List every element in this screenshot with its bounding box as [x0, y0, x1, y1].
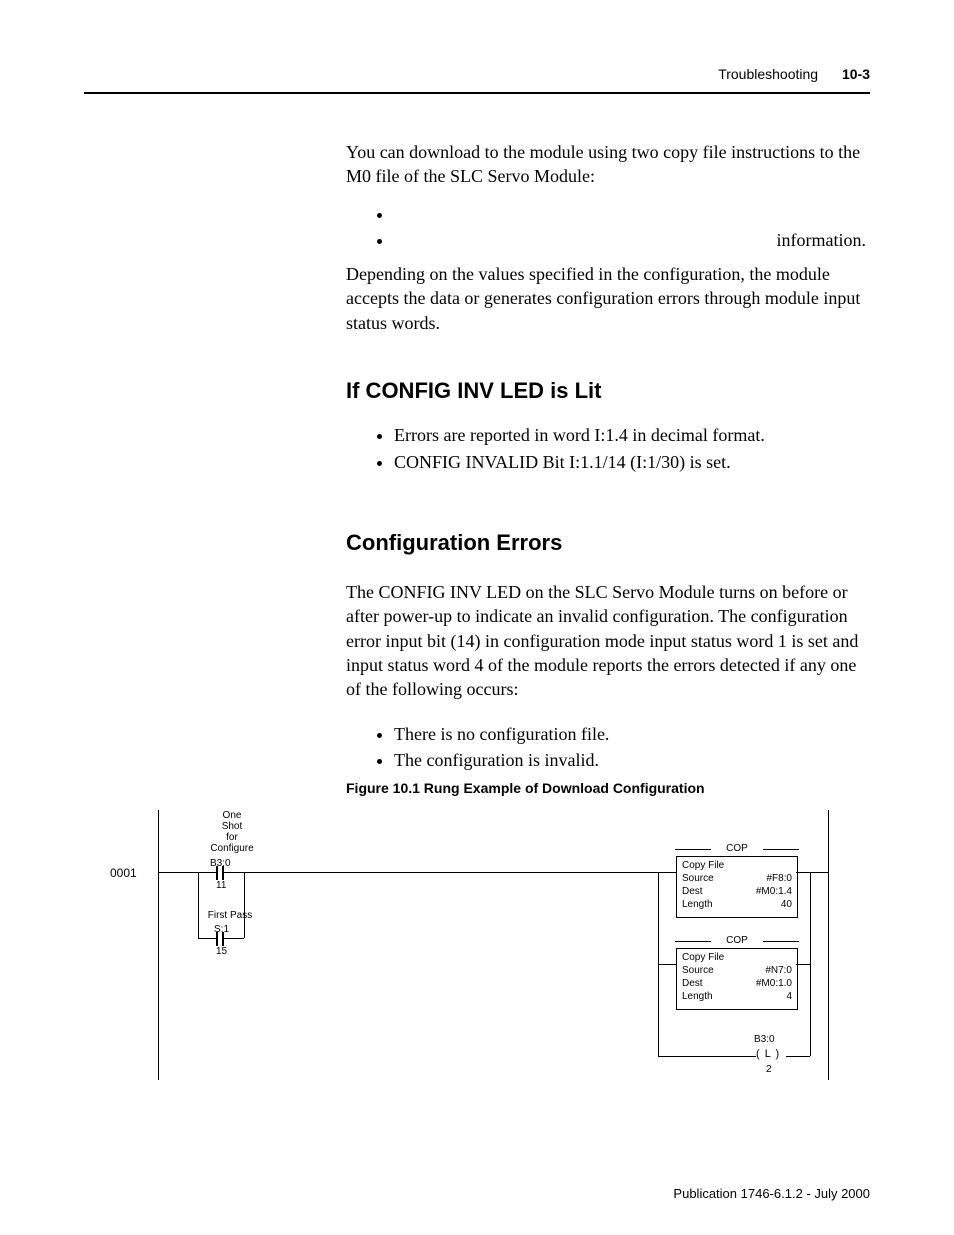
cop1-box: COP Copy File Source#F8:0 Dest#M0:1.4 Le…: [676, 856, 798, 918]
ladder-diagram: 0001 One Shot for Configure B3:0 11 Firs…: [110, 810, 840, 1090]
contact1-desc: One Shot for Configure: [202, 810, 262, 854]
right-rail: [828, 810, 829, 1080]
paragraph-config-errors: The CONFIG INV LED on the SLC Servo Modu…: [346, 580, 870, 701]
cop2-box: COP Copy File Source#N7:0 Dest#M0:1.0 Le…: [676, 948, 798, 1010]
coil-tail: [786, 1056, 810, 1057]
left-rail: [158, 810, 159, 1080]
cop2-lead: [658, 964, 676, 965]
cop2-name: Copy File: [682, 951, 724, 964]
cop1-name: Copy File: [682, 859, 724, 872]
bullet-list-3: There is no configuration file. The conf…: [346, 720, 870, 775]
coil-bit: 2: [766, 1064, 772, 1075]
branch-top-out: [232, 872, 244, 873]
branch-right-v: [244, 872, 245, 938]
bullet-3a: There is no configuration file.: [394, 722, 870, 746]
contact2-symbol: [208, 932, 232, 946]
header-section: Troubleshooting: [718, 66, 818, 82]
rung-number: 0001: [110, 866, 137, 880]
page: Troubleshooting 10-3 You can download to…: [0, 0, 954, 1235]
bullet-list-2: Errors are reported in word I:1.4 in dec…: [346, 420, 870, 478]
figure-caption: Figure 10.1 Rung Example of Download Con…: [346, 780, 705, 796]
bullet-2b: CONFIG INVALID Bit I:1.1/14 (I:1/30) is …: [394, 450, 870, 474]
bullet-list-1: information.: [346, 200, 870, 255]
branch-bot-out: [232, 938, 244, 939]
branch-left-v: [198, 872, 199, 938]
cop2-tail: [796, 964, 810, 965]
paragraph-depending: Depending on the values specified in the…: [346, 262, 870, 335]
header-page-number: 10-3: [842, 66, 870, 82]
bullet-2a: Errors are reported in word I:1.4 in dec…: [394, 423, 870, 447]
coil-addr: B3:0: [754, 1034, 775, 1045]
rung-main: [244, 872, 658, 873]
heading-configuration-errors: Configuration Errors: [346, 530, 562, 556]
bullet-3b: The configuration is invalid.: [394, 748, 870, 772]
contact1-bit: 11: [216, 880, 226, 891]
branch-top-stub: [198, 872, 208, 873]
coil-symbol: ( L ): [756, 1048, 780, 1060]
paragraph-intro: You can download to the module using two…: [346, 140, 870, 189]
cop1-lead: [658, 872, 676, 873]
header-rule: [84, 92, 870, 94]
coil-lead: [658, 1056, 756, 1057]
rung-seg-a: [158, 872, 198, 873]
contact2-bit: 15: [216, 946, 227, 957]
contact2-label: First Pass: [200, 910, 260, 921]
heading-config-inv-led: If CONFIG INV LED is Lit: [346, 378, 601, 404]
bullet-1a: [394, 202, 870, 226]
bullet-1b: information.: [394, 228, 870, 252]
cop2-title: COP: [677, 935, 797, 946]
out-branch-right-v: [810, 872, 811, 1056]
out-top-to-rail: [810, 872, 828, 873]
branch-bot-stub: [198, 938, 208, 939]
contact1-symbol: [208, 866, 232, 880]
footer-publication: Publication 1746-6.1.2 - July 2000: [673, 1186, 870, 1201]
running-header: Troubleshooting 10-3: [718, 66, 870, 82]
cop1-title: COP: [677, 843, 797, 854]
